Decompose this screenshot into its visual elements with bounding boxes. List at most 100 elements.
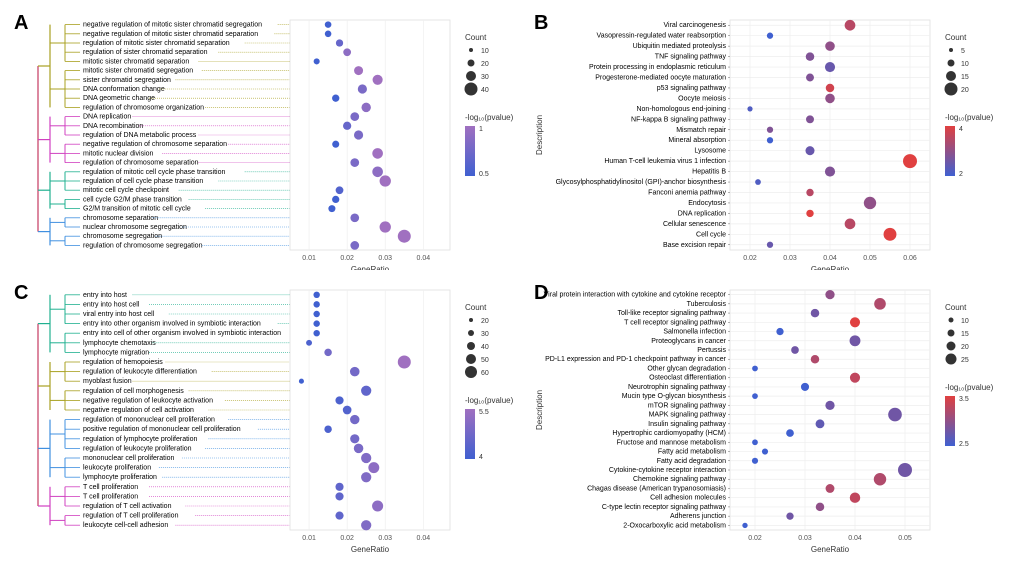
- svg-text:2: 2: [959, 171, 963, 178]
- svg-text:entry into cell of other organ: entry into cell of other organism involv…: [83, 330, 281, 337]
- svg-text:lymphocyte migration: lymphocyte migration: [83, 349, 149, 356]
- svg-text:negative regulation of chromos: negative regulation of chromosome separa…: [83, 141, 227, 148]
- svg-text:0.5: 0.5: [479, 171, 489, 178]
- svg-text:mitotic nuclear division: mitotic nuclear division: [83, 150, 154, 157]
- svg-text:C-type lectin receptor signali: C-type lectin receptor signaling pathway: [602, 504, 727, 511]
- svg-text:DNA recombination: DNA recombination: [83, 123, 143, 130]
- svg-text:20: 20: [961, 344, 969, 351]
- svg-text:40: 40: [481, 344, 489, 351]
- svg-text:regulation of mononuclear cell: regulation of mononuclear cell prolifera…: [83, 417, 215, 424]
- svg-text:regulation of mitotic cell cyc: regulation of mitotic cell cycle phase t…: [83, 169, 226, 176]
- svg-text:entry into other organism invo: entry into other organism involved in sy…: [83, 321, 261, 328]
- svg-text:Fructose and mannose metabolis: Fructose and mannose metabolism: [617, 439, 726, 446]
- svg-text:Toll-like receptor signaling p: Toll-like receptor signaling pathway: [617, 310, 726, 317]
- svg-text:0.04: 0.04: [417, 535, 431, 542]
- svg-text:GeneRatio: GeneRatio: [351, 545, 390, 554]
- svg-text:leukocyte proliferation: leukocyte proliferation: [83, 465, 151, 472]
- svg-text:Viral carcinogenesis: Viral carcinogenesis: [663, 22, 726, 29]
- svg-text:Count: Count: [465, 303, 487, 312]
- svg-text:mitotic cell cycle checkpoint: mitotic cell cycle checkpoint: [83, 187, 169, 194]
- svg-text:regulation of chromosome segre: regulation of chromosome segregation: [83, 242, 203, 249]
- svg-text:-log₁₀(pvalue): -log₁₀(pvalue): [465, 113, 514, 122]
- svg-text:40: 40: [481, 87, 489, 94]
- svg-text:Fatty acid degradation: Fatty acid degradation: [657, 458, 726, 465]
- svg-text:regulation of sister chromatid: regulation of sister chromatid separatio…: [83, 49, 208, 56]
- svg-text:50: 50: [481, 357, 489, 364]
- svg-text:4: 4: [479, 454, 483, 461]
- svg-text:Human T-cell leukemia virus 1: Human T-cell leukemia virus 1 infection: [604, 158, 726, 165]
- svg-text:Count: Count: [945, 33, 967, 42]
- svg-text:Lysosome: Lysosome: [694, 148, 726, 155]
- svg-text:mitotic sister chromatid segre: mitotic sister chromatid segregation: [83, 68, 193, 75]
- svg-text:T cell receptor signaling path: T cell receptor signaling pathway: [624, 319, 726, 326]
- svg-text:negative regulation of cell ac: negative regulation of cell activation: [83, 407, 194, 414]
- svg-text:0.04: 0.04: [848, 535, 862, 542]
- svg-text:regulation of cell cycle phase: regulation of cell cycle phase transitio…: [83, 178, 203, 185]
- svg-text:0.04: 0.04: [417, 255, 431, 262]
- svg-text:Pertussis: Pertussis: [697, 347, 726, 354]
- svg-text:0.03: 0.03: [378, 255, 392, 262]
- svg-text:DNA geometric change: DNA geometric change: [83, 95, 155, 102]
- svg-text:30: 30: [481, 331, 489, 338]
- svg-text:Oocyte meiosis: Oocyte meiosis: [678, 95, 726, 102]
- svg-text:mitotic sister chromatid separ: mitotic sister chromatid separation: [83, 58, 189, 65]
- svg-text:5.5: 5.5: [479, 409, 489, 416]
- svg-text:myoblast fusion: myoblast fusion: [83, 378, 132, 385]
- svg-text:Tuberculosis: Tuberculosis: [687, 301, 727, 308]
- panel-A-svg: negative regulation of mitotic sister ch…: [10, 10, 530, 270]
- svg-text:regulation of mitotic sister c: regulation of mitotic sister chromatid s…: [83, 40, 230, 47]
- svg-text:mononuclear cell proliferation: mononuclear cell proliferation: [83, 455, 175, 462]
- svg-text:entry into host: entry into host: [83, 292, 127, 299]
- svg-text:20: 20: [961, 87, 969, 94]
- svg-text:nuclear chromosome segregation: nuclear chromosome segregation: [83, 224, 187, 231]
- svg-text:25: 25: [961, 357, 969, 364]
- svg-text:Mismatch repair: Mismatch repair: [676, 127, 726, 134]
- svg-text:Cell adhesion molecules: Cell adhesion molecules: [650, 495, 726, 502]
- svg-text:Hepatitis B: Hepatitis B: [692, 169, 726, 176]
- svg-text:60: 60: [481, 370, 489, 377]
- svg-text:Description: Description: [535, 390, 544, 430]
- svg-text:0.01: 0.01: [302, 255, 316, 262]
- svg-text:20: 20: [481, 61, 489, 68]
- svg-text:Protein processing in endoplas: Protein processing in endoplasmic reticu…: [589, 64, 726, 71]
- svg-text:Adherens junction: Adherens junction: [670, 513, 726, 520]
- svg-text:5: 5: [961, 48, 965, 55]
- svg-text:mTOR signaling pathway: mTOR signaling pathway: [648, 402, 727, 409]
- svg-text:0.03: 0.03: [378, 535, 392, 542]
- svg-text:entry into host cell: entry into host cell: [83, 301, 140, 308]
- svg-text:Mucin type O-glycan biosynthes: Mucin type O-glycan biosynthesis: [622, 393, 727, 400]
- svg-text:T cell proliferation: T cell proliferation: [83, 493, 138, 500]
- svg-text:0.02: 0.02: [748, 535, 762, 542]
- svg-text:regulation of cell morphogenes: regulation of cell morphogenesis: [83, 388, 184, 395]
- svg-text:Progesterone-mediated oocyte m: Progesterone-mediated oocyte maturation: [595, 75, 726, 82]
- panel-B-svg: 0.020.030.040.050.06GeneRatioDescription…: [530, 10, 1020, 270]
- panel-D-label: D: [534, 282, 548, 305]
- svg-text:regulation of lymphocyte proli: regulation of lymphocyte proliferation: [83, 436, 198, 443]
- svg-text:0.04: 0.04: [823, 255, 837, 262]
- svg-text:2.5: 2.5: [959, 441, 969, 448]
- svg-text:negative regulation of leukocy: negative regulation of leukocyte activat…: [83, 397, 213, 404]
- svg-text:15: 15: [961, 74, 969, 81]
- svg-text:30: 30: [481, 74, 489, 81]
- svg-text:Insulin signaling pathway: Insulin signaling pathway: [648, 421, 726, 428]
- svg-text:negative regulation of mitotic: negative regulation of mitotic sister ch…: [83, 31, 258, 38]
- svg-text:Fanconi anemia pathway: Fanconi anemia pathway: [648, 190, 726, 197]
- svg-text:0.02: 0.02: [340, 535, 354, 542]
- panel-A-label: A: [14, 12, 28, 35]
- svg-text:Osteoclast differentiation: Osteoclast differentiation: [649, 375, 726, 382]
- svg-text:0.06: 0.06: [903, 255, 917, 262]
- svg-text:DNA conformation change: DNA conformation change: [83, 86, 165, 93]
- svg-text:Cellular senescence: Cellular senescence: [663, 221, 726, 228]
- panel-D-svg: 0.020.030.040.05GeneRatioDescriptionVira…: [530, 280, 1020, 555]
- svg-text:10: 10: [961, 318, 969, 325]
- svg-text:leukocyte cell-cell adhesion: leukocyte cell-cell adhesion: [83, 522, 168, 529]
- svg-text:Salmonella infection: Salmonella infection: [663, 329, 726, 336]
- svg-text:Chemokine signaling pathway: Chemokine signaling pathway: [633, 476, 726, 483]
- svg-text:Mineral absorption: Mineral absorption: [668, 137, 726, 144]
- svg-text:NF-kappa B signaling pathway: NF-kappa B signaling pathway: [631, 116, 726, 123]
- svg-text:0.02: 0.02: [340, 255, 354, 262]
- svg-text:Base excision repair: Base excision repair: [663, 242, 727, 249]
- panel-B: B 0.020.030.040.050.06GeneRatioDescripti…: [530, 10, 1020, 275]
- svg-text:Fatty acid metabolism: Fatty acid metabolism: [658, 449, 726, 456]
- svg-text:MAPK signaling pathway: MAPK signaling pathway: [649, 412, 727, 419]
